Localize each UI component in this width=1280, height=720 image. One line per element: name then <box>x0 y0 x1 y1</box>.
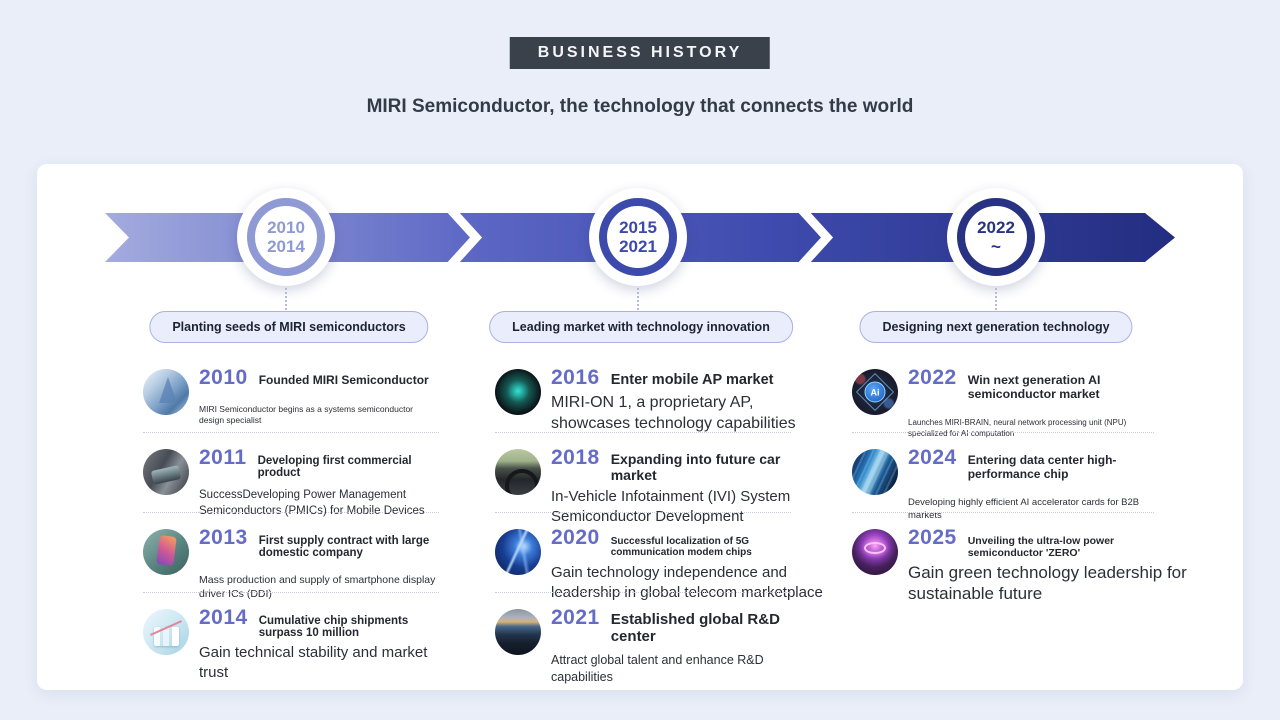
entry-description: Launches MIRI-BRAIN, neural network proc… <box>908 418 1127 438</box>
photo-light-streaks <box>495 529 541 575</box>
milestone-year-start: 2022 <box>977 217 1015 237</box>
phase-label-next-generation[interactable]: Designing next generation technology <box>859 311 1133 343</box>
ai-chip-label: Ai <box>864 381 886 403</box>
milestone-ring: 2015 2021 <box>599 198 677 276</box>
history-entry-2020: 2020 Successful localization of 5G commu… <box>495 526 823 606</box>
milestone-ring: 2010 2014 <box>247 198 325 276</box>
milestone-year-end: ~ <box>991 237 1001 256</box>
entry-year: 2018 <box>551 446 600 469</box>
entry-description: Gain green technology leadership for sus… <box>908 563 1187 604</box>
history-entry-2011: 2011 Developing first commercial product… <box>143 446 439 526</box>
entry-description: MIRI Semiconductor begins as a systems s… <box>199 404 414 426</box>
timeline-column-3: Ai 2022 Win next generation AI semicondu… <box>852 366 1187 606</box>
photo-ai-chip: Ai <box>852 369 898 415</box>
entry-title: Established global R&D center <box>610 611 780 645</box>
photo-city-skyline <box>495 609 541 655</box>
milestone-node-2015-2021[interactable]: 2015 2021 <box>589 188 687 286</box>
timeline-column-1: 2010 Founded MIRI Semiconductor MIRI Sem… <box>143 366 439 686</box>
milestone-node-2010-2014[interactable]: 2010 2014 <box>237 188 335 286</box>
history-entry-2010: 2010 Founded MIRI Semiconductor MIRI Sem… <box>143 366 439 446</box>
timeline-column-2: 2016 Enter mobile AP market MIRI-ON 1, a… <box>495 366 823 686</box>
entry-title: Expanding into future car market <box>610 451 781 483</box>
history-entry-2022: Ai 2022 Win next generation AI semicondu… <box>852 366 1154 446</box>
milestone-ring: 2022 ~ <box>957 198 1035 276</box>
entry-year: 2025 <box>908 526 957 549</box>
photo-hands-tablet <box>143 449 189 495</box>
phase-label-planting-seeds[interactable]: Planting seeds of MIRI semiconductors <box>149 311 429 343</box>
entry-title: Founded MIRI Semiconductor <box>258 373 429 387</box>
entry-title: Entering data center high-performance ch… <box>967 453 1117 481</box>
photo-hand-smartphone <box>143 529 189 575</box>
history-entry-2014: 2014 Cumulative chip shipments surpass 1… <box>143 606 439 686</box>
page-title: MIRI Semiconductor, the technology that … <box>366 96 914 117</box>
entry-year: 2021 <box>551 606 600 629</box>
history-entry-2016: 2016 Enter mobile AP market MIRI-ON 1, a… <box>495 366 796 446</box>
photo-chip-glow <box>495 369 541 415</box>
photo-glass-building <box>143 369 189 415</box>
milestone-year-end: 2014 <box>267 237 305 256</box>
history-entry-2013: 2013 First supply contract with large do… <box>143 526 439 606</box>
entry-year: 2010 <box>199 366 248 389</box>
entry-year: 2024 <box>908 446 957 469</box>
entry-description: In-Vehicle Infotainment (IVI) System Sem… <box>551 488 791 525</box>
history-entry-2021: 2021 Established global R&D center Attra… <box>495 606 791 686</box>
entry-year: 2011 <box>199 446 247 469</box>
entry-year: 2013 <box>199 526 248 549</box>
photo-car-interior <box>495 449 541 495</box>
entry-title: Developing first commercial product <box>257 455 412 479</box>
milestone-year-end: 2021 <box>619 237 657 256</box>
dotted-connector <box>637 288 639 310</box>
phase-label-leading-market[interactable]: Leading market with technology innovatio… <box>489 311 793 343</box>
photo-growth-chart <box>143 609 189 655</box>
entry-description: Gain technical stability and market trus… <box>199 644 428 682</box>
milestone-year-start: 2010 <box>267 217 305 237</box>
entry-description: SuccessDeveloping Power Management Semic… <box>199 489 425 517</box>
entry-year: 2016 <box>551 366 600 389</box>
entry-description: MIRI-ON 1, a proprietary AP, showcases t… <box>551 394 796 432</box>
entry-year: 2020 <box>551 526 600 549</box>
entry-title: Cumulative chip shipments surpass 10 mil… <box>258 615 409 639</box>
entry-title: Win next generation AI semiconductor mar… <box>967 373 1101 401</box>
entry-title: Successful localization of 5G communicat… <box>610 536 752 558</box>
history-entry-2024: 2024 Entering data center high-performan… <box>852 446 1154 526</box>
dotted-connector <box>995 288 997 310</box>
history-entry-2018: 2018 Expanding into future car market In… <box>495 446 791 526</box>
entry-title: Unveiling the ultra-low power semiconduc… <box>967 535 1115 559</box>
history-entry-2025: 2025 Unveiling the ultra-low power semic… <box>852 526 1187 606</box>
entry-description: Attract global talent and enhance R&D ca… <box>551 653 764 684</box>
section-badge: BUSINESS HISTORY <box>509 37 771 69</box>
milestone-node-2022[interactable]: 2022 ~ <box>947 188 1045 286</box>
dotted-connector <box>285 288 287 310</box>
entry-description: Mass production and supply of smartphone… <box>199 574 436 601</box>
entry-title: Enter mobile AP market <box>610 372 774 388</box>
entry-year: 2014 <box>199 606 248 629</box>
milestone-year-start: 2015 <box>619 217 657 237</box>
entry-title: First supply contract with large domesti… <box>258 535 430 559</box>
photo-server-racks <box>852 449 898 495</box>
entry-description: Gain technology independence and leaders… <box>551 564 823 601</box>
entry-description: Developing highly efficient AI accelerat… <box>908 497 1140 521</box>
photo-zero-device <box>852 529 898 575</box>
entry-year: 2022 <box>908 366 957 389</box>
